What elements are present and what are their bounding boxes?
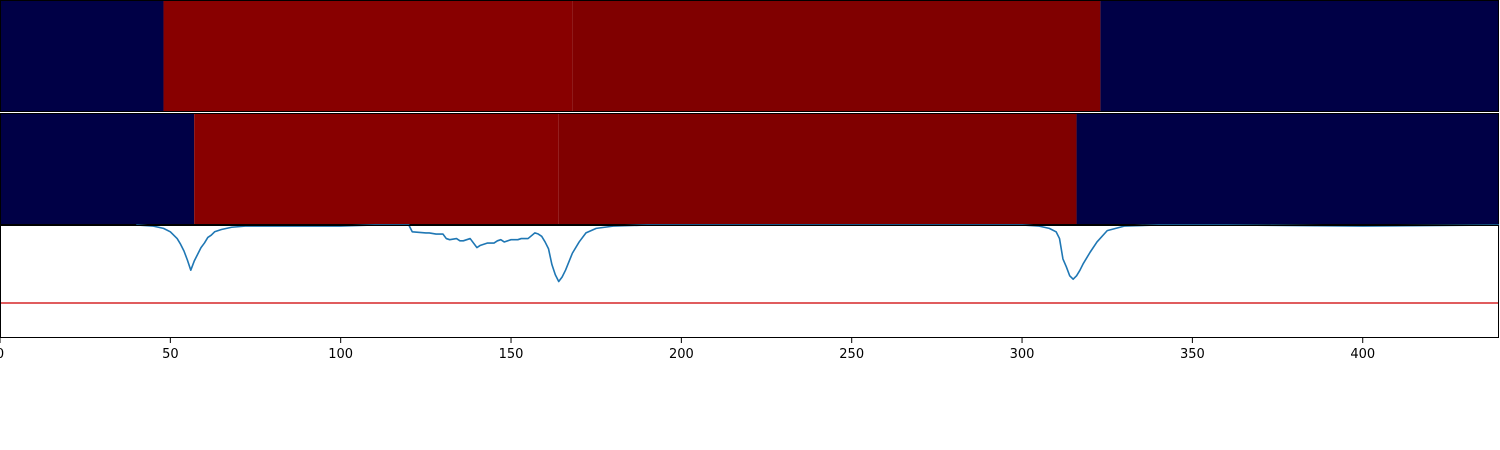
x-tick-label: 50 (162, 347, 179, 362)
line-plot-area (0, 225, 1499, 338)
x-tick-label: 350 (1180, 347, 1205, 362)
x-axis: 0 50 100 150 200 250 300 350 400 (0, 338, 1375, 362)
x-tick-label: 150 (499, 347, 524, 362)
heatmap-bottom-strip (0, 113, 1499, 225)
panel-frame-3 (0, 225, 1499, 338)
panel-frame-1 (0, 0, 1499, 112)
heatmap-segment-2-2 (194, 113, 559, 225)
heatmap-segment-2-4 (1076, 113, 1499, 225)
heatmap-segment-2-1 (0, 113, 195, 225)
x-tick-label: 400 (1350, 347, 1375, 362)
x-tick-label: 0 (0, 347, 4, 362)
heatmap-segment-2-3 (558, 113, 1077, 225)
heatmap-segment-1-2 (163, 0, 573, 112)
heatmap-segment-1-3 (572, 0, 1101, 112)
line-plot-panel (0, 224, 1500, 338)
heatmap-top-strip (0, 0, 1499, 112)
heatmap-segment-1-4 (1100, 0, 1499, 112)
x-tick-label: 100 (328, 347, 353, 362)
line-series-1 (136, 224, 1500, 283)
x-tick-label: 200 (669, 347, 694, 362)
x-tick-label: 300 (1010, 347, 1035, 362)
x-tick-label: 250 (839, 347, 864, 362)
heatmap-segment-1-1 (0, 0, 164, 112)
